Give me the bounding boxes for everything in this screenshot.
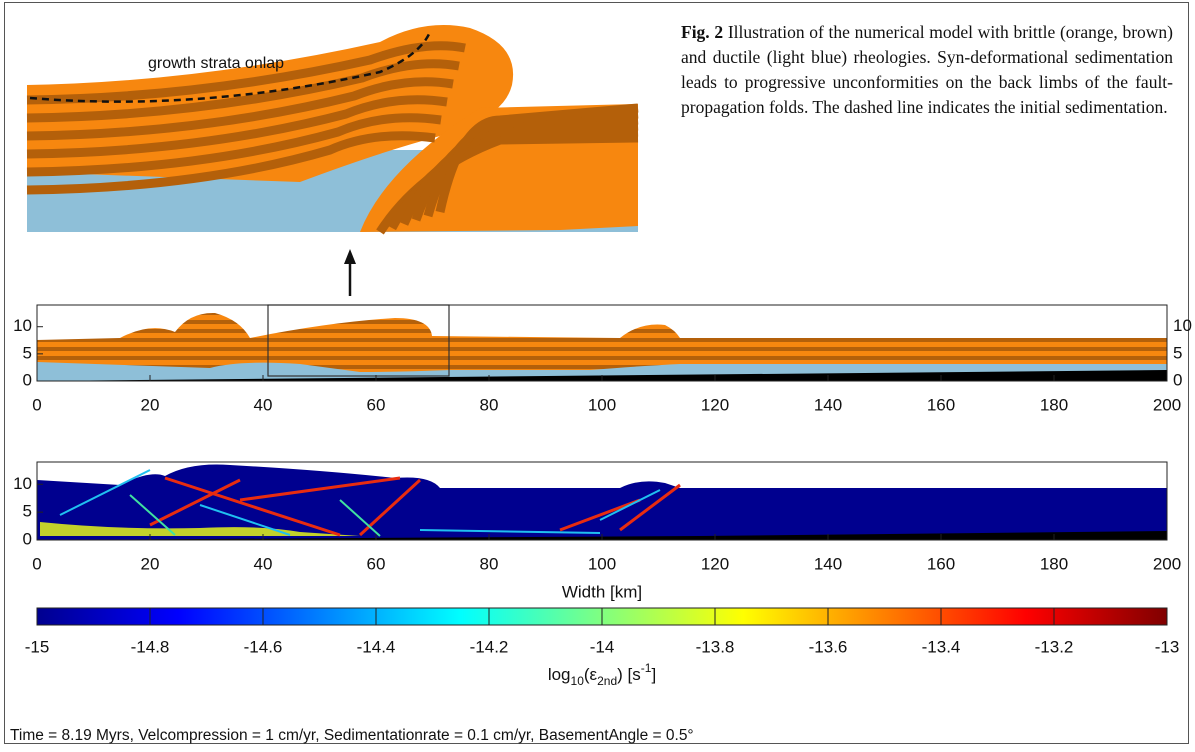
stripe (26, 77, 454, 141)
arrow-head (344, 249, 356, 264)
caption: Fig. 2 Illustration of the numerical mod… (681, 20, 1173, 120)
label-part: (ε (584, 665, 598, 684)
caption-text: Illustration of the numerical model with… (681, 22, 1173, 117)
x-tick-label: 60 (367, 554, 386, 573)
x-tick-label: 160 (927, 395, 955, 414)
x-tick-label: 120 (701, 554, 729, 573)
colorbar-tick-label: -13.6 (809, 637, 848, 656)
y-tick-label: 0 (23, 529, 32, 548)
x-tick-label: 80 (480, 395, 499, 414)
stripe (26, 131, 436, 195)
figure-frame (4, 2, 1189, 744)
x-tick-label: 0 (32, 554, 41, 573)
colorbar-tick-label: -14.4 (357, 637, 396, 656)
y-tick-label: 10 (13, 316, 32, 335)
x-tick-label: 100 (588, 395, 616, 414)
x-tick-label: 40 (254, 554, 273, 573)
x-tick-label: 120 (701, 395, 729, 414)
x-tick-label: 160 (927, 554, 955, 573)
inset-illustration: growth strata onlap (26, 25, 639, 235)
colorbar-tick-label: -14.6 (244, 637, 283, 656)
y-tick-label: 0 (1173, 370, 1182, 389)
colorbar-tick-label: -13 (1155, 637, 1180, 656)
label-part: log (548, 665, 571, 684)
x-tick-label: 180 (1040, 395, 1068, 414)
stripe (435, 103, 639, 213)
x-tick-label: 180 (1040, 554, 1068, 573)
label-sup: -1 (641, 661, 652, 675)
colorbar-tick-label: -14.2 (470, 637, 509, 656)
stripe (26, 41, 466, 105)
x-tick-label: 200 (1153, 554, 1181, 573)
y-tick-label: 5 (1173, 343, 1182, 362)
y-tick-label: 10 (13, 474, 32, 493)
colorbar-tick-label: -14 (590, 637, 615, 656)
x-tick-label: 100 (588, 554, 616, 573)
label-part: ] (651, 665, 656, 684)
colorbar-tick-label: -14.8 (131, 637, 170, 656)
y-tick-label: 0 (23, 370, 32, 389)
x-tick-label: 140 (814, 395, 842, 414)
stripe (26, 113, 442, 177)
label-sub: 2nd (597, 674, 617, 688)
y-tick-label: 10 (1173, 316, 1192, 335)
footer: Time = 8.19 Myrs, Velcompression = 1 cm/… (10, 727, 694, 744)
stripe (26, 95, 448, 159)
x-tick-label: 60 (367, 395, 386, 414)
colorbar-tick-label: -13.2 (1035, 637, 1074, 656)
x-tick-label: 140 (814, 554, 842, 573)
x-tick-label: 20 (141, 395, 160, 414)
strain-panel (37, 464, 1167, 540)
x-tick-label: 0 (32, 395, 41, 414)
caption-label: Fig. 2 (681, 22, 724, 42)
model-panel (37, 304, 1167, 381)
y-tick-label: 5 (23, 343, 32, 362)
x-tick-label: 40 (254, 395, 273, 414)
colorbar-label: log10(ε2nd) [s-1] (548, 661, 656, 688)
label-sub: 10 (571, 674, 585, 688)
x-tick-label: 200 (1153, 395, 1181, 414)
colorbar-tick-label: -13.8 (696, 637, 735, 656)
colorbar-tick-label: -13.4 (922, 637, 961, 656)
colorbar-tick-label: -15 (25, 637, 50, 656)
y-tick-label: 5 (23, 502, 32, 521)
stripe (26, 59, 460, 123)
x-axis-label: Width [km] (562, 582, 642, 601)
label-part: ) [s (617, 665, 641, 684)
inset-label: growth strata onlap (148, 55, 284, 72)
x-tick-label: 20 (141, 554, 160, 573)
x-tick-label: 80 (480, 554, 499, 573)
